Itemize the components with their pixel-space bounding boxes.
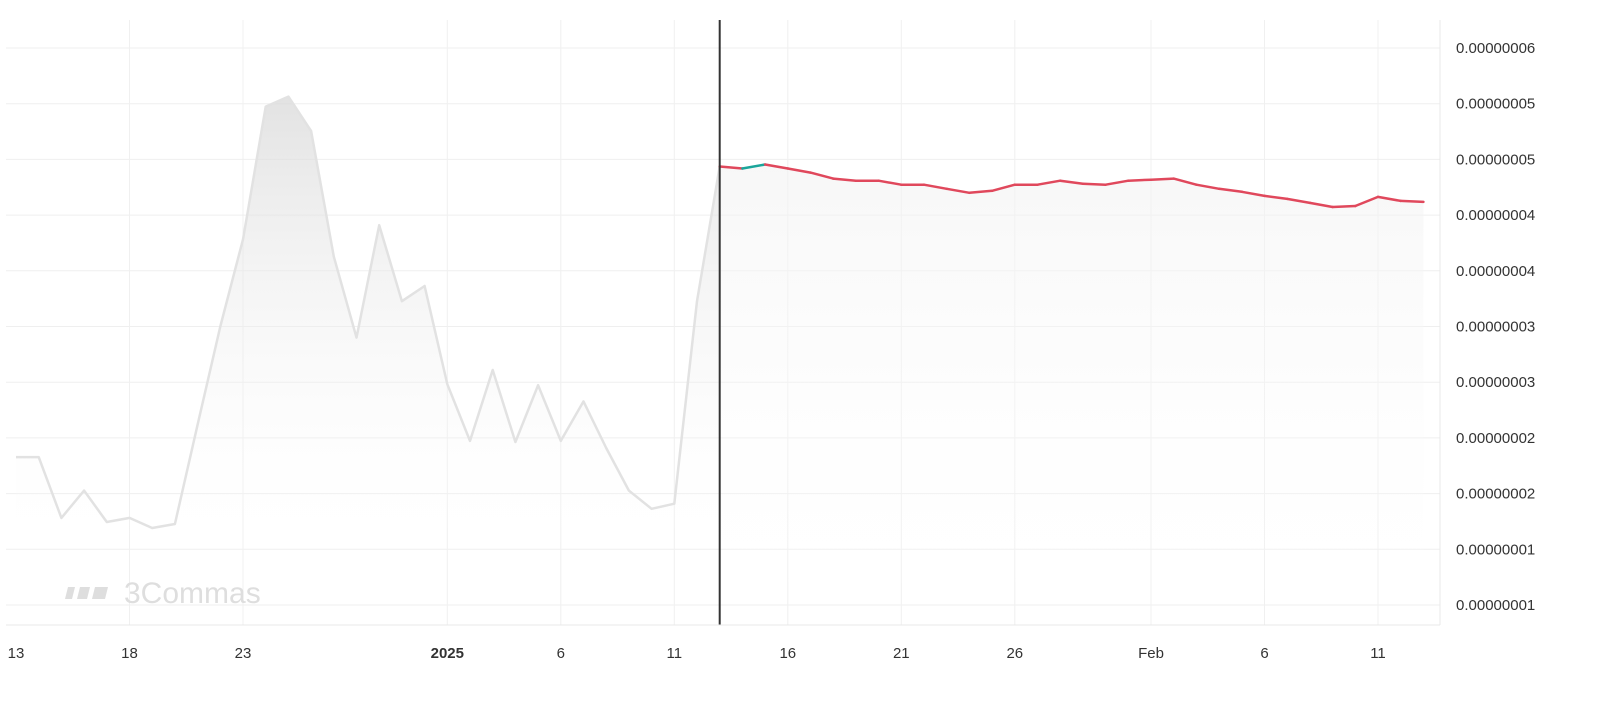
x-tick-label: 11 (1370, 645, 1386, 662)
forecast-segment (763, 163, 790, 170)
forecast-segment (1240, 190, 1266, 198)
3commas-logo-icon (65, 587, 108, 599)
series-lines (15, 95, 1425, 530)
forecast-segment (1058, 179, 1085, 185)
forecast-segment (1354, 195, 1380, 208)
y-tick-label: 0.00000001 (1456, 541, 1535, 558)
forecast-segment (990, 183, 1017, 193)
forecast-area (719, 164, 1424, 625)
x-tick-label: 26 (1006, 645, 1023, 662)
x-axis: 13 18 23 2025 6 11 16 21 26 Feb 6 11 (6, 624, 1440, 662)
forecast-segment (786, 167, 812, 174)
forecast-segment (1195, 183, 1221, 191)
forecast-segment (1081, 182, 1107, 186)
x-tick-label: 21 (893, 645, 910, 662)
y-tick-label: 0.00000004 (1456, 207, 1535, 224)
forecast-segment (1104, 179, 1130, 186)
y-tick-label: 0.00000005 (1456, 151, 1535, 168)
forecast-segment (1172, 177, 1198, 186)
y-tick-label: 0.00000006 (1456, 40, 1535, 57)
history-line (16, 95, 721, 530)
x-tick-label: 16 (779, 645, 796, 662)
x-tick-label: 18 (121, 645, 138, 662)
x-tick-label: 13 (8, 645, 25, 662)
forecast-segment (1263, 194, 1289, 201)
y-tick-label: 0.00000003 (1456, 319, 1535, 336)
y-axis: 0.00000006 0.00000005 0.00000005 0.00000004… (1439, 20, 1535, 625)
y-tick-label: 0.00000003 (1456, 374, 1535, 391)
y-tick-label: 0.00000001 (1456, 597, 1535, 614)
forecast-segment (945, 187, 971, 195)
forecast-segment (718, 165, 744, 170)
forecast-segment (968, 189, 994, 195)
forecast-segment (1399, 199, 1425, 204)
y-tick-label: 0.00000005 (1456, 96, 1535, 113)
x-tick-label: 6 (557, 645, 565, 662)
forecast-segment (831, 177, 858, 182)
forecast-segment (1308, 201, 1334, 209)
forecast-segment (1217, 187, 1244, 194)
forecast-segment (922, 183, 948, 191)
series-areas (16, 96, 1424, 625)
forecast-segment (1331, 204, 1357, 209)
y-tick-label: 0.00000004 (1456, 263, 1535, 280)
forecast-segment (741, 163, 767, 170)
forecast-segment (877, 179, 903, 186)
forecast-segment (1127, 178, 1153, 182)
forecast-segment (1376, 195, 1402, 203)
y-tick-label: 0.00000002 (1456, 430, 1535, 447)
x-tick-label: Feb (1138, 645, 1164, 662)
forecast-segment (809, 171, 835, 180)
forecast-segment (1149, 177, 1175, 181)
y-tick-label: 0.00000002 (1456, 486, 1535, 503)
x-tick-label: 2025 (431, 645, 464, 662)
watermark-text: 3Commas (124, 577, 261, 610)
history-area (16, 96, 720, 562)
forecast-segment (1036, 179, 1062, 186)
x-tick-label: 23 (235, 645, 252, 662)
x-tick-label: 6 (1260, 645, 1268, 662)
x-tick-label: 11 (667, 645, 683, 662)
watermark: 3Commas (65, 577, 261, 610)
forecast-segment (1285, 197, 1312, 205)
